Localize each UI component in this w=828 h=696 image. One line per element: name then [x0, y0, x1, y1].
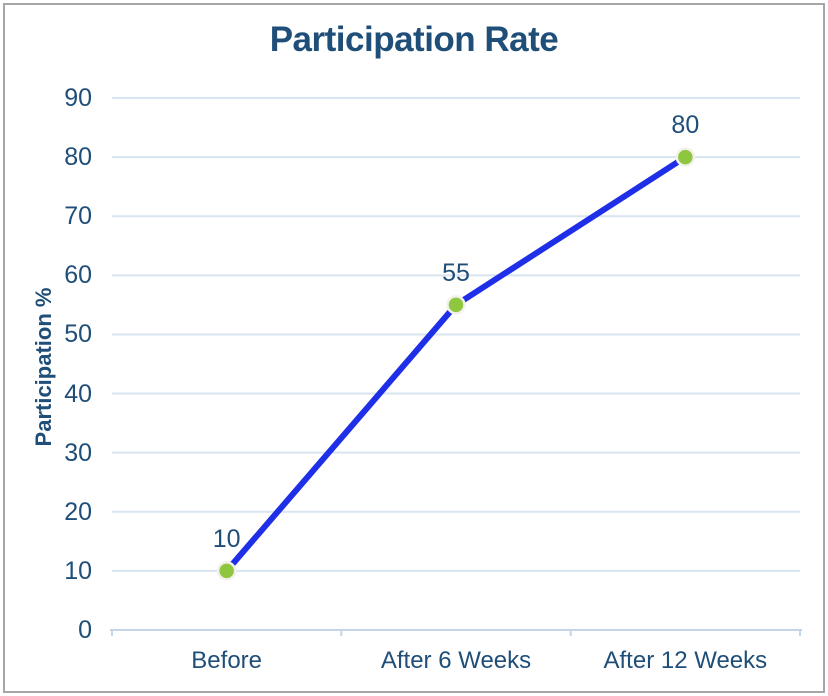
data-label: 10	[212, 524, 241, 553]
y-tick-label: 40	[64, 379, 92, 408]
y-tick-label: 30	[64, 438, 92, 467]
y-tick-label: 90	[64, 84, 92, 112]
x-category-label: After 6 Weeks	[380, 647, 532, 674]
data-point-marker	[216, 561, 237, 581]
y-tick-label: 70	[64, 202, 92, 231]
x-category-label: After 12 Weeks	[603, 647, 768, 674]
data-label: 55	[442, 258, 470, 287]
chart-title: Participation Rate	[269, 20, 559, 59]
y-tick-label: 20	[64, 497, 92, 526]
y-tick-label: 0	[78, 616, 92, 644]
y-tick-label: 60	[64, 261, 92, 290]
y-tick-label: 80	[64, 143, 92, 172]
y-tick-label: 10	[64, 556, 92, 585]
series-line	[223, 154, 689, 574]
data-point-marker	[675, 147, 696, 167]
data-point-marker	[446, 295, 466, 315]
y-tick-label: 50	[64, 320, 92, 349]
data-label: 80	[671, 111, 700, 140]
x-category-label: Before	[191, 647, 263, 674]
